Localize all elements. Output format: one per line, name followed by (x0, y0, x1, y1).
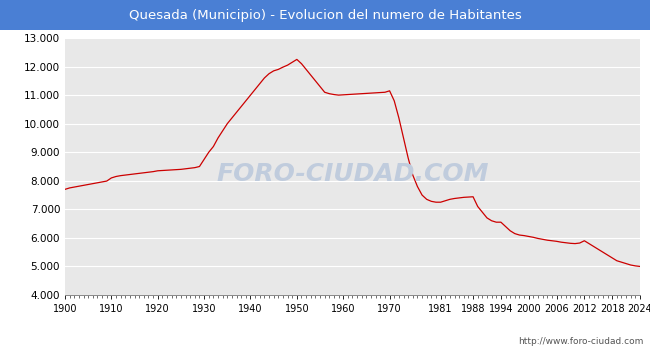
Text: http://www.foro-ciudad.com: http://www.foro-ciudad.com (518, 337, 644, 346)
Text: Quesada (Municipio) - Evolucion del numero de Habitantes: Quesada (Municipio) - Evolucion del nume… (129, 8, 521, 21)
Text: FORO-CIUDAD.COM: FORO-CIUDAD.COM (216, 162, 489, 186)
